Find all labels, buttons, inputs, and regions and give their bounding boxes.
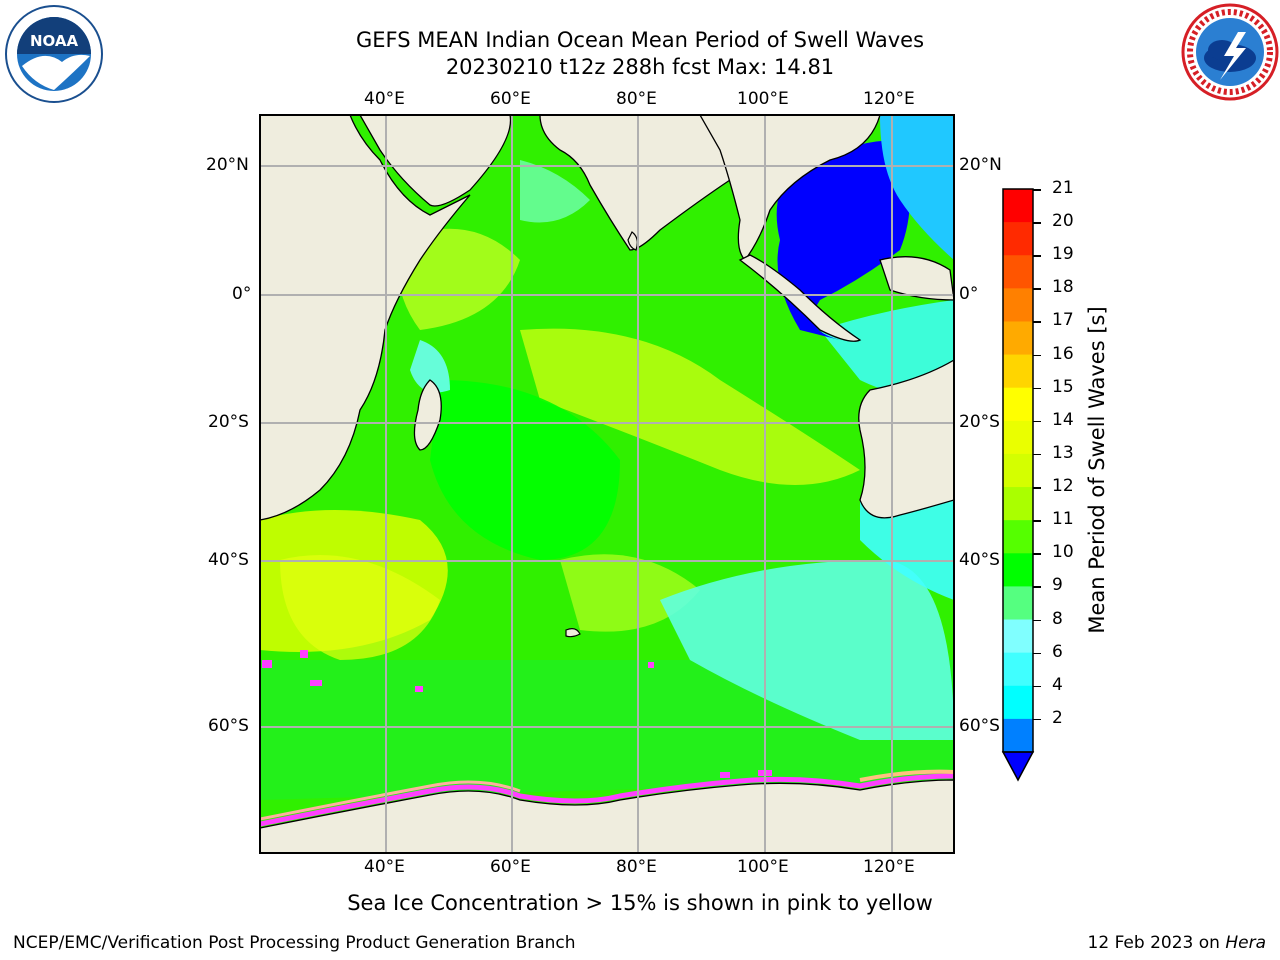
colorbar-tick-label: 9	[1052, 575, 1063, 596]
colorbar-tick-mark	[1033, 619, 1041, 622]
lat-label-right: 60°S	[959, 716, 1000, 736]
colorbar-tick-label: 15	[1052, 376, 1074, 397]
colorbar-cell	[1003, 718, 1033, 753]
footer-date-text: 12 Feb 2023 on	[1087, 933, 1226, 953]
sea-ice-edge	[260, 773, 954, 827]
lon-label-bottom: 40°E	[364, 857, 405, 877]
swell-zone-short-period	[660, 560, 954, 740]
lat-label-left: 0°	[232, 284, 252, 304]
sea-ice-note: Sea Ice Concentration > 15% is shown in …	[347, 891, 933, 915]
colorbar-cell	[1003, 255, 1033, 289]
colorbar-tick-mark	[1033, 354, 1041, 357]
colorbar	[1001, 188, 1035, 782]
colorbar-tick-label: 10	[1052, 542, 1074, 563]
colorbar-tick-mark	[1033, 222, 1041, 224]
noaa-logo-icon: NOAA	[4, 4, 104, 104]
nws-logo-icon	[1180, 2, 1280, 102]
land-madagascar	[413, 379, 442, 451]
graticule	[260, 115, 954, 853]
footer-credit: NCEP/EMC/Verification Post Processing Pr…	[13, 933, 576, 953]
colorbar-tick-label: 19	[1052, 244, 1074, 265]
colorbar-cell	[1003, 520, 1033, 554]
lon-label-top: 40°E	[364, 89, 405, 109]
land-australia	[858, 359, 954, 519]
lat-label-left: 40°S	[208, 550, 249, 570]
colorbar-cell	[1003, 288, 1033, 322]
colorbar-tick-mark	[1033, 718, 1041, 721]
colorbar-tick-mark	[1033, 255, 1041, 257]
swell-zone-very-short-period	[776, 140, 910, 340]
colorbar-cell	[1003, 553, 1033, 587]
colorbar-tick-label: 14	[1052, 409, 1074, 430]
colorbar-cell	[1003, 222, 1033, 256]
colorbar-cell	[1003, 652, 1033, 687]
colorbar-tick-label: 11	[1052, 509, 1074, 530]
lat-label-right: 20°N	[959, 155, 1002, 175]
colorbar-tick-label: 16	[1052, 343, 1074, 364]
colorbar-tick-mark	[1033, 586, 1041, 588]
footer-machine: Hera	[1225, 933, 1266, 953]
colorbar-cell	[1003, 420, 1033, 455]
lon-label-bottom: 100°E	[737, 857, 789, 877]
lat-label-right: 40°S	[959, 550, 1000, 570]
colorbar-cell	[1003, 586, 1033, 621]
colorbar-tick-label: 18	[1052, 277, 1074, 298]
colorbar-tick-label: 8	[1052, 608, 1063, 629]
lon-label-bottom: 80°E	[616, 857, 657, 877]
lat-label-right: 0°	[959, 284, 979, 304]
colorbar-tick-mark	[1033, 189, 1041, 191]
lat-label-right: 20°S	[959, 412, 1000, 432]
colorbar-tick-label: 6	[1052, 641, 1063, 662]
noaa-logo-text: NOAA	[30, 32, 79, 50]
colorbar-tick-mark	[1033, 321, 1041, 323]
lon-label-top: 100°E	[737, 89, 789, 109]
colorbar-cell	[1003, 387, 1033, 422]
colorbar-tick-mark	[1033, 520, 1041, 522]
colorbar-tick-label: 13	[1052, 442, 1074, 463]
land-antarctica	[260, 779, 954, 853]
lat-label-left: 60°S	[208, 716, 249, 736]
colorbar-tick-label: 12	[1052, 476, 1074, 497]
lon-label-top: 60°E	[490, 89, 531, 109]
colorbar-tick-mark	[1033, 387, 1041, 390]
lat-label-left: 20°N	[206, 155, 249, 175]
colorbar-tick-mark	[1033, 553, 1041, 555]
lon-label-top: 80°E	[616, 89, 657, 109]
colorbar-tick-mark	[1033, 453, 1041, 456]
lon-label-bottom: 60°E	[490, 857, 531, 877]
colorbar-tick-label: 17	[1052, 310, 1074, 331]
colorbar-tick-label: 4	[1052, 674, 1063, 695]
colorbar-cell	[1003, 321, 1033, 356]
colorbar-tick-mark	[1033, 288, 1041, 290]
colorbar-label: Mean Period of Swell Waves [s]	[1085, 306, 1109, 634]
colorbar-tick-label: 20	[1052, 211, 1074, 232]
colorbar-tick-mark	[1033, 420, 1041, 423]
land-africa	[260, 115, 471, 521]
map-frame	[259, 114, 955, 854]
lon-label-top: 120°E	[863, 89, 915, 109]
colorbar-tick-mark	[1033, 685, 1041, 688]
lat-label-left: 20°S	[208, 412, 249, 432]
colorbar-tick-label: 21	[1052, 178, 1074, 198]
colorbar-cell	[1003, 487, 1033, 521]
colorbar-cell	[1003, 189, 1033, 223]
colorbar-cell	[1003, 354, 1033, 389]
chart-title-line1: GEFS MEAN Indian Ocean Mean Period of Sw…	[355, 28, 925, 52]
lon-label-bottom: 120°E	[863, 857, 915, 877]
chart-title-line2: 20230210 t12z 288h fcst Max: 14.81	[445, 55, 835, 79]
colorbar-cell	[1003, 453, 1033, 488]
colorbar-tick-label: 2	[1052, 707, 1063, 728]
colorbar-tick-mark	[1033, 652, 1041, 655]
land-southeast-asia	[699, 115, 881, 261]
footer-date: 12 Feb 2023 on Hera	[1088, 933, 1266, 953]
colorbar-under-arrow	[1001, 751, 1035, 782]
colorbar-tick-mark	[1033, 487, 1041, 489]
land-arabia	[359, 115, 512, 207]
colorbar-cell	[1003, 685, 1033, 720]
colorbar-cell	[1003, 619, 1033, 654]
